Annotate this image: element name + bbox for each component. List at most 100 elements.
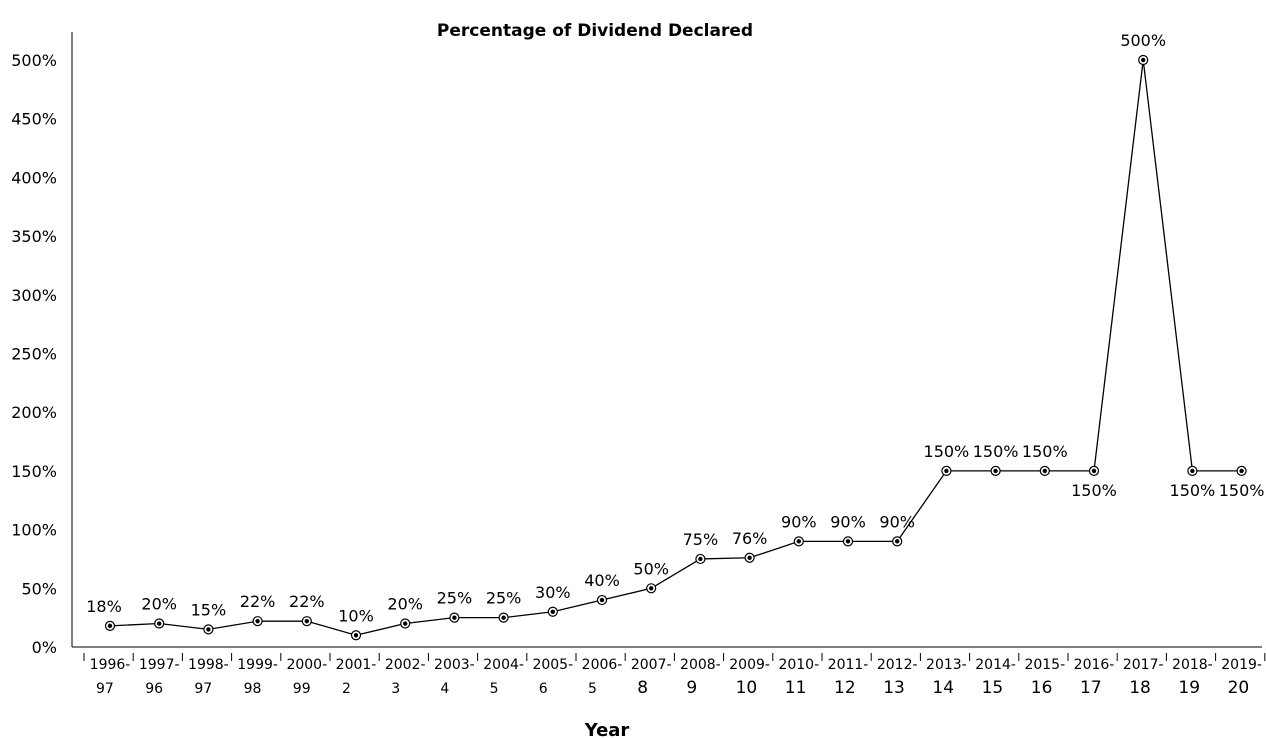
data-label: 500% (1120, 31, 1166, 50)
x-tick-label: 13 (883, 678, 905, 698)
data-point-center (599, 597, 605, 603)
x-tick-label: 2014- (975, 657, 1016, 673)
y-tick-label: 350% (11, 227, 57, 246)
x-axis: 1996-971997-961998-971999-982000-992001-… (72, 646, 1266, 698)
y-tick-label: 150% (11, 462, 57, 481)
y-tick-label: 400% (11, 168, 57, 187)
x-tick-label: 20 (1228, 678, 1250, 698)
x-tick-label: 1998- (188, 657, 229, 673)
data-point-center (895, 539, 900, 544)
x-tick-label: 9 (686, 678, 697, 698)
x-tick-label: 6 (539, 681, 548, 697)
x-tick-label: 2000- (286, 657, 327, 673)
x-tick-label: 2018- (1172, 657, 1213, 673)
y-axis: 0% 50% 100% 150% 200% 250% 300% 350% 400% 450% 500… (11, 32, 73, 657)
x-tick-label: 2016- (1074, 657, 1115, 673)
data-point-center (353, 633, 359, 638)
data-point-center (1141, 57, 1146, 63)
data-point-center (1239, 468, 1244, 474)
data-point-center (649, 586, 654, 591)
x-tick-label: 2001- (336, 657, 377, 673)
x-axis-title: Year (584, 720, 630, 738)
dividend-series (104, 54, 1247, 641)
data-point-center (107, 623, 113, 629)
data-point-center (206, 627, 211, 632)
x-tick-label: 97 (194, 681, 212, 697)
y-tick-label: 250% (11, 345, 57, 364)
x-tick-label: 2003- (434, 657, 475, 673)
x-tick-label: 17 (1080, 678, 1102, 698)
data-label: 18% (86, 597, 122, 616)
x-tick-label: 11 (785, 678, 807, 698)
series-line (109, 59, 1242, 636)
data-label: 150% (1071, 481, 1117, 500)
data-point-center (452, 615, 457, 620)
y-tick-label: 0% (32, 638, 57, 657)
data-label: 40% (584, 571, 620, 590)
x-tick-label: 5 (588, 681, 597, 697)
x-tick-label: 2013- (926, 657, 967, 673)
x-tick-label: 2006- (582, 657, 623, 673)
data-label: 25% (486, 589, 522, 608)
x-tick-label: 15 (982, 678, 1004, 698)
data-label: 75% (683, 530, 719, 549)
data-point-center (1042, 468, 1048, 474)
x-tick-label: 97 (96, 681, 114, 697)
data-point-center (1091, 468, 1097, 474)
x-tick-label: 2009- (729, 657, 770, 673)
x-tick-label: 1999- (237, 657, 278, 673)
data-label: 150% (924, 442, 970, 461)
x-tick-label: 99 (293, 681, 311, 697)
x-tick-label: 19 (1178, 678, 1200, 698)
x-tick-label: 2017- (1123, 657, 1164, 673)
x-tick-label: 1996- (90, 657, 131, 673)
x-tick-label: 2007- (631, 657, 672, 673)
data-point-center (698, 556, 703, 562)
data-point-center (1190, 468, 1195, 474)
y-tick-label: 300% (11, 286, 57, 305)
x-tick-label: 10 (736, 678, 758, 698)
data-label: 25% (437, 589, 473, 608)
x-tick-label: 3 (391, 681, 400, 697)
x-tick-label: 12 (834, 678, 856, 698)
x-tick-label: 2008- (680, 657, 721, 673)
y-tick-label: 500% (11, 51, 57, 70)
x-tick-label: 96 (145, 681, 163, 697)
data-point-center (403, 621, 408, 626)
data-point-center (255, 618, 260, 624)
x-tick-label: 2005- (532, 657, 573, 673)
data-label: 90% (879, 512, 915, 531)
y-tick-label: 100% (11, 521, 57, 540)
y-tick-label: 200% (11, 403, 57, 422)
data-label: 50% (633, 559, 669, 578)
data-label: 76% (732, 529, 768, 548)
x-tick-label: 8 (637, 678, 648, 698)
x-tick-label: 16 (1031, 678, 1053, 698)
x-tick-label: 18 (1129, 678, 1151, 698)
y-tick-label: 50% (21, 579, 57, 598)
data-label: 20% (387, 595, 423, 614)
x-tick-label: 2012- (877, 657, 918, 673)
data-point-center (993, 468, 998, 474)
data-label: 20% (141, 595, 177, 614)
data-point-center (747, 555, 752, 560)
data-label: 90% (830, 512, 866, 531)
x-tick-label: 98 (244, 681, 262, 697)
x-tick-label: 2002- (385, 657, 426, 673)
y-tick-label: 450% (11, 110, 57, 129)
x-tick-label: 2 (342, 681, 351, 697)
data-label: 15% (191, 600, 227, 619)
data-point-center (550, 609, 555, 614)
data-label: 150% (1170, 481, 1216, 500)
data-label: 150% (1219, 481, 1265, 500)
data-label: 22% (240, 592, 276, 611)
data-point-center (944, 468, 949, 474)
x-tick-label: 4 (440, 681, 449, 697)
x-tick-label: 2004- (483, 657, 524, 673)
x-tick-label: 5 (490, 681, 499, 697)
data-label: 150% (1022, 442, 1068, 461)
x-tick-label: 14 (932, 678, 954, 698)
x-tick-label: 2019- (1221, 657, 1262, 673)
data-label: 22% (289, 592, 325, 611)
